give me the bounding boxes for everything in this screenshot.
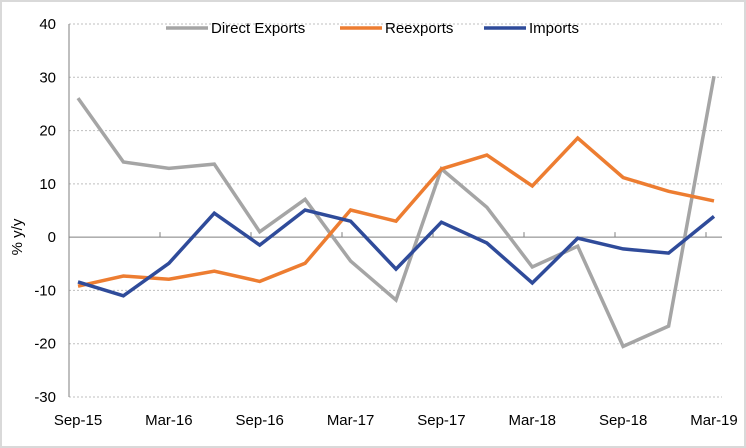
series-line-direct-exports: [76, 75, 716, 349]
legend-label: Direct Exports: [211, 20, 305, 37]
y-axis-tick-labels: 40 30 20 10 0 -10 -20 -30: [34, 16, 56, 406]
y-tick-label: -30: [34, 389, 56, 406]
y-tick-label: -10: [34, 282, 56, 299]
series-line-imports: [77, 208, 716, 298]
series-lines: [76, 75, 716, 349]
axes: [68, 24, 722, 397]
series-line-reexports: [77, 135, 715, 288]
legend: Direct Exports Reexports Imports: [166, 20, 579, 37]
legend-label: Reexports: [385, 20, 453, 37]
x-axis-tick-labels: Sep-15 Mar-16 Sep-16 Mar-17 Sep-17 Mar-18 Sep-…: [54, 412, 738, 429]
x-tick-label: Mar-16: [145, 412, 193, 429]
x-tick-label: Mar-19: [690, 412, 738, 429]
gridlines: [69, 23, 722, 398]
x-tick-label: Sep-16: [236, 412, 284, 429]
y-tick-label: 30: [39, 69, 56, 86]
x-tick-label: Sep-15: [54, 412, 102, 429]
x-tick-label: Sep-18: [599, 412, 647, 429]
legend-label: Imports: [529, 20, 579, 37]
x-tick-label: Mar-18: [509, 412, 557, 429]
y-axis-label: % y/y: [9, 218, 26, 255]
y-tick-label: 20: [39, 123, 56, 140]
x-tick-label: Mar-17: [327, 412, 375, 429]
y-tick-label: 40: [39, 16, 56, 33]
y-tick-label: -20: [34, 336, 56, 353]
y-tick-label: 0: [48, 229, 56, 246]
x-tick-label: Sep-17: [417, 412, 465, 429]
y-tick-label: 10: [39, 176, 56, 193]
